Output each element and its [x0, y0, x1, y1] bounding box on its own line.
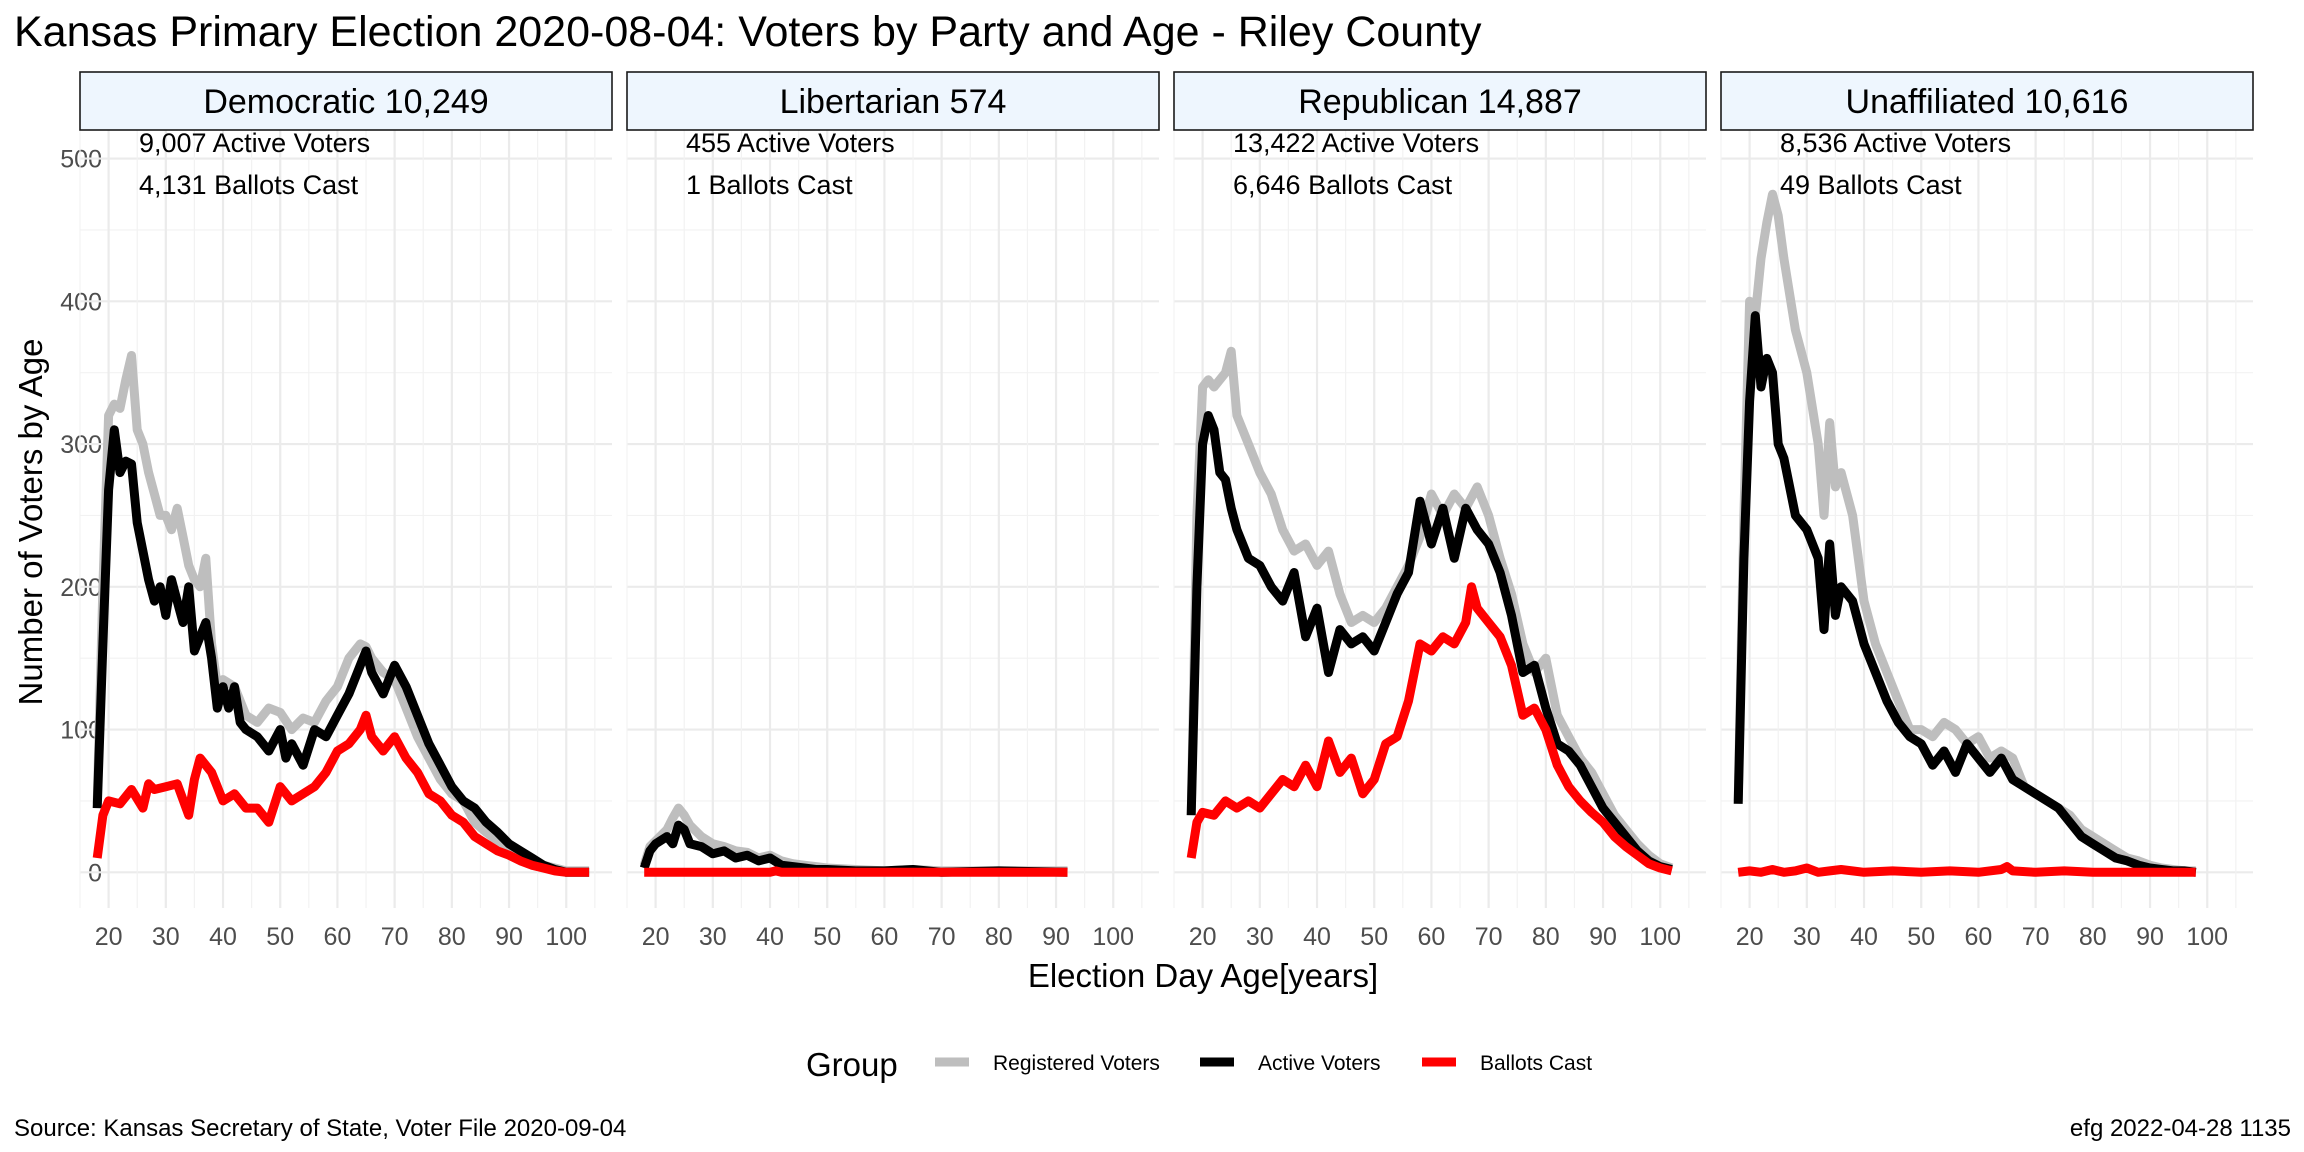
series-line-ballots-cast — [92, 710, 590, 877]
x-tick-label: 80 — [1532, 923, 1560, 951]
x-tick-label: 50 — [813, 923, 841, 951]
facet-strip-label: Democratic 10,249 — [203, 83, 488, 121]
series-line-ballots-cast — [1186, 582, 1673, 876]
panel-annotation: 13,422 Active Voters — [1233, 128, 1479, 158]
x-tick-label: 20 — [1189, 923, 1217, 951]
series-line-registered-voters — [92, 351, 590, 876]
panel-annotation: 1 Ballots Cast — [686, 170, 853, 200]
facet-strip-label: Unaffiliated 10,616 — [1846, 83, 2129, 121]
x-tick-label: 90 — [2136, 923, 2164, 951]
x-tick-label: 40 — [1850, 923, 1878, 951]
facet-strip-label: Libertarian 574 — [780, 83, 1007, 121]
x-tick-label: 70 — [1475, 923, 1503, 951]
x-tick-label: 90 — [1042, 923, 1070, 951]
x-tick-label: 30 — [699, 923, 727, 951]
x-tick-label: 70 — [2022, 923, 2050, 951]
series-line-ballots-cast — [1737, 862, 2196, 877]
facet-strip — [626, 71, 1160, 131]
legend-label: Ballots Cast — [1480, 1052, 1592, 1075]
legend-label: Active Voters — [1258, 1052, 1381, 1075]
x-tick-label: 60 — [1965, 923, 1993, 951]
series-line-ballots-cast — [644, 866, 1068, 877]
facet-panel: Democratic 10,249 9,007 Active Voters 4,13… — [79, 71, 613, 951]
x-tick-label: 60 — [1418, 923, 1446, 951]
facet-strip — [1720, 71, 2254, 131]
legend-title: Group — [806, 1046, 898, 1083]
series-line-active-voters — [92, 425, 590, 877]
x-tick-label: 50 — [1907, 923, 1935, 951]
x-tick-label: 30 — [1246, 923, 1274, 951]
x-tick-label: 40 — [756, 923, 784, 951]
legend: Group Registered Voters Active Voters Ball… — [806, 1046, 1592, 1083]
facet-strip — [79, 71, 613, 131]
x-tick-label: 50 — [266, 923, 294, 951]
x-tick-label: 70 — [381, 923, 409, 951]
x-tick-label: 80 — [985, 923, 1013, 951]
x-tick-label: 40 — [209, 923, 237, 951]
x-tick-label: 20 — [1736, 923, 1764, 951]
x-tick-label: 20 — [95, 923, 123, 951]
x-tick-label: 20 — [642, 923, 670, 951]
x-tick-label: 30 — [152, 923, 180, 951]
panel-annotation: 9,007 Active Voters — [139, 128, 370, 158]
x-tick-label: 60 — [871, 923, 899, 951]
x-axis-title: Election Day Age[years] — [1028, 957, 1378, 994]
series-line-registered-voters — [1733, 189, 2196, 876]
facet-strip-label: Republican 14,887 — [1298, 83, 1582, 121]
caption-credit: efg 2022-04-28 1135 — [2070, 1115, 2291, 1142]
x-tick-label: 70 — [928, 923, 956, 951]
facet-strip — [1173, 71, 1707, 131]
panel-annotation: 8,536 Active Voters — [1780, 128, 2011, 158]
facet-panel: Unaffiliated 10,616 8,536 Active Voters 49… — [1720, 71, 2254, 951]
x-tick-label: 80 — [2079, 923, 2107, 951]
gridlines — [626, 130, 1159, 908]
facet-panel: Republican 14,887 13,422 Active Voters 6,6… — [1173, 71, 1707, 951]
x-tick-label: 90 — [1589, 923, 1617, 951]
x-tick-label: 80 — [438, 923, 466, 951]
legend-label: Registered Voters — [993, 1052, 1160, 1075]
panel-annotation: 4,131 Ballots Cast — [139, 170, 359, 200]
caption-source: Source: Kansas Secretary of State, Voter… — [14, 1115, 626, 1142]
x-tick-label: 60 — [324, 923, 352, 951]
chart-title: Kansas Primary Election 2020-08-04: Vote… — [14, 8, 1482, 56]
panel-annotation: 49 Ballots Cast — [1780, 170, 1962, 200]
series-line-active-voters — [1733, 311, 2197, 877]
series-line-active-voters — [1186, 411, 1673, 874]
x-tick-label: 30 — [1793, 923, 1821, 951]
facet-panel: Libertarian 574 455 Active Voters 1 Ballot… — [626, 71, 1160, 951]
panel-annotation: 6,646 Ballots Cast — [1233, 170, 1453, 200]
panel-annotation: 455 Active Voters — [686, 128, 895, 158]
x-tick-label: 100 — [2186, 923, 2228, 951]
x-tick-label: 100 — [1092, 923, 1134, 951]
x-tick-label: 50 — [1360, 923, 1388, 951]
x-tick-label: 100 — [545, 923, 587, 951]
x-tick-label: 100 — [1639, 923, 1681, 951]
x-tick-label: 90 — [495, 923, 523, 951]
y-axis-title: Number of Voters by Age — [12, 339, 49, 706]
x-tick-label: 40 — [1303, 923, 1331, 951]
